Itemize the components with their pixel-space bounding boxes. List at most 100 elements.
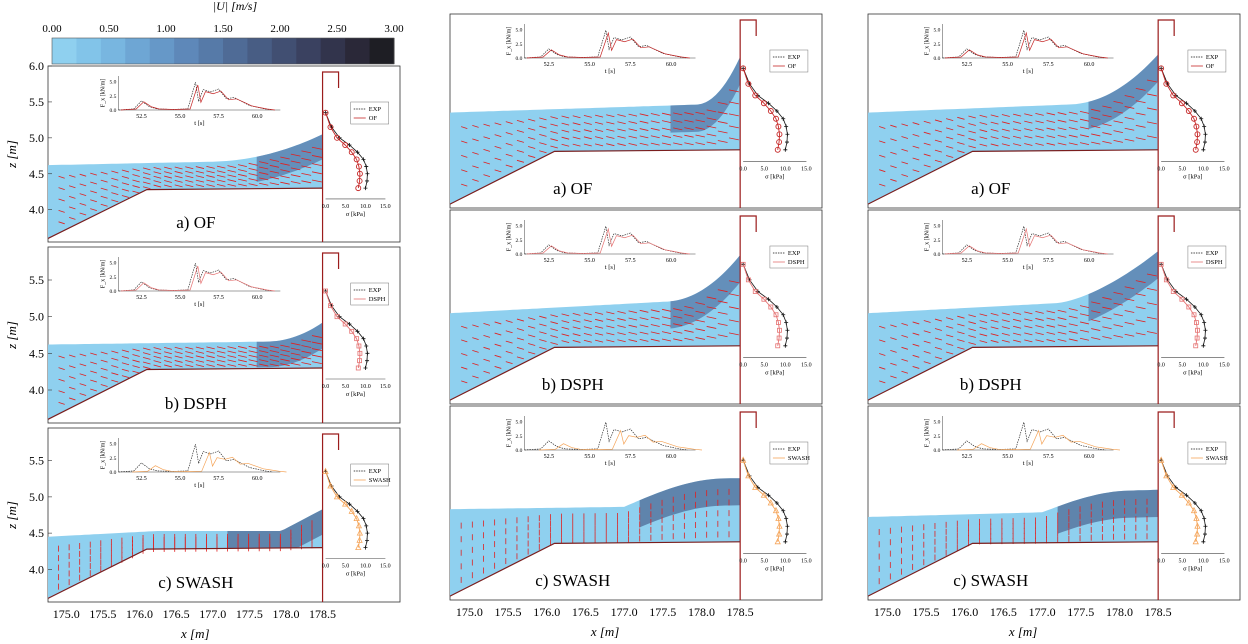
colorbar-cell: [174, 38, 200, 64]
velocity-arrow: [628, 143, 638, 146]
velocity-arrow: [195, 359, 205, 363]
velocity-arrow: [695, 310, 705, 314]
velocity-arrow: [1068, 127, 1078, 130]
velocity-arrow: [461, 140, 468, 144]
velocity-arrow: [879, 183, 886, 187]
velocity-arrow: [728, 125, 739, 129]
pressure-axis-label: σ [kPa]: [346, 571, 365, 578]
velocity-arrow: [706, 125, 717, 129]
velocity-arrow: [617, 332, 626, 336]
velocity-arrow: [1091, 301, 1101, 305]
x-axis-col2: 175.0 175.5 176.0 176.5 177.0 177.5 178.0 178.5…: [456, 605, 754, 639]
velocity-arrow: [639, 324, 649, 328]
velocity-arrow: [461, 126, 468, 129]
velocity-arrow: [164, 171, 172, 174]
velocity-arrow: [923, 164, 931, 168]
velocity-arrow: [311, 348, 322, 351]
velocity-arrow: [68, 206, 76, 210]
velocity-arrow: [934, 129, 942, 133]
velocity-arrow: [121, 362, 130, 366]
velocity-arrow: [516, 356, 524, 360]
bed-profile: [47, 367, 323, 420]
velocity-arrow: [505, 121, 513, 125]
velocity-arrow: [550, 335, 558, 338]
velocity-arrow: [717, 311, 728, 315]
model-pressure-marker: [1178, 100, 1185, 107]
pressure-tick-label: 10.0: [360, 564, 371, 570]
velocity-arrow: [195, 179, 205, 183]
velocity-arrow: [890, 138, 897, 142]
exp-pressure-marker: [323, 110, 328, 115]
velocity-arrow: [890, 337, 897, 341]
velocity-arrow: [483, 161, 491, 165]
velocity-arrow: [661, 127, 672, 131]
model-pressure-line: [325, 112, 361, 189]
velocity-arrow: [195, 351, 205, 354]
velocity-arrow: [583, 115, 592, 118]
velocity-arrow: [1135, 293, 1146, 297]
velocity-arrow: [1124, 106, 1135, 109]
velocity-arrow: [90, 190, 97, 194]
pressure-tick-label: 5.0: [1178, 362, 1186, 368]
velocity-arrow: [946, 334, 954, 338]
colorbar-cell: [76, 38, 102, 64]
velocity-arrows: [879, 79, 1157, 187]
velocity-arrow: [890, 324, 897, 328]
velocity-arrow: [237, 178, 247, 182]
z-tick-label: 5.0: [29, 310, 44, 324]
velocity-arrow: [901, 123, 909, 127]
inset-x-tick-label: 52.5: [962, 62, 973, 68]
colorbar-cell: [223, 38, 248, 64]
velocity-arrow: [717, 334, 728, 338]
velocity-arrow: [269, 159, 280, 162]
velocity-arrow: [1068, 315, 1078, 319]
bed-profile: [867, 149, 1159, 205]
panel-swash-col1: 0.0 5.0 10.0 15.0 σ [kPa] 52.5 55.0 57.5 60.0 0.0…: [4, 427, 401, 603]
pressure-tick-label: 15.0: [801, 362, 812, 368]
velocity-arrow: [483, 323, 491, 326]
legend: EXP DSPH: [350, 282, 389, 306]
pressure-tick-label: 15.0: [1219, 166, 1230, 172]
model-pressure-marker: [356, 177, 363, 184]
velocity-arrow: [472, 165, 479, 169]
velocity-arrow: [58, 390, 65, 394]
velocity-arrow: [1102, 141, 1112, 144]
velocity-arrow: [206, 346, 215, 350]
velocity-arrow: [934, 328, 942, 331]
velocity-arrow: [572, 326, 581, 330]
inset-x-tick-label: 60.0: [252, 114, 263, 120]
velocity-arrow: [923, 120, 931, 124]
velocity-arrow: [1068, 330, 1078, 334]
velocity-arrow: [661, 308, 672, 312]
velocity-arrow: [528, 334, 536, 338]
velocity-arrow: [528, 325, 536, 329]
velocity-arrow: [494, 343, 502, 347]
velocity-arrow: [111, 177, 119, 181]
velocity-arrow: [539, 346, 547, 350]
velocity-arrow: [290, 362, 301, 366]
bed-profile: [449, 345, 741, 401]
velocity-arrow: [1024, 143, 1033, 146]
legend-model-label: DSPH: [369, 296, 386, 303]
velocity-arrow: [483, 123, 491, 127]
velocity-arrow: [216, 359, 226, 363]
velocity-arrow: [912, 366, 920, 369]
inset-model-series: [526, 227, 690, 255]
inset-x-tick-label: 60.0: [666, 62, 677, 68]
inset-y-tick-label: 0.0: [110, 289, 117, 295]
velocity-arrow: [979, 114, 988, 118]
x-tick-label: 175.5: [495, 605, 522, 619]
velocity-arrow: [483, 346, 491, 350]
model-pressure-marker: [760, 491, 768, 498]
velocity-arrow: [901, 136, 909, 139]
panel-of-col1: 0.0 5.0 10.0 15.0 σ [kPa] 52.5 55.0 57.5 60.0 0.0…: [4, 59, 401, 243]
velocity-arrow: [934, 119, 942, 123]
inset-y-axis-label: F_x [kN/m]: [924, 223, 930, 252]
velocity-arrow: [259, 166, 269, 170]
x-axis-label: x [m]: [590, 624, 620, 639]
velocity-arrow: [1113, 120, 1123, 124]
velocity-arrow: [311, 146, 322, 150]
x-tick-label: 176.0: [951, 605, 978, 619]
model-pressure-line: [325, 290, 361, 369]
velocity-arrow: [946, 325, 954, 329]
